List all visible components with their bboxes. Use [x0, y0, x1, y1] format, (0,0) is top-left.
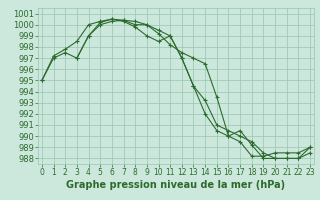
- X-axis label: Graphe pression niveau de la mer (hPa): Graphe pression niveau de la mer (hPa): [67, 180, 285, 190]
